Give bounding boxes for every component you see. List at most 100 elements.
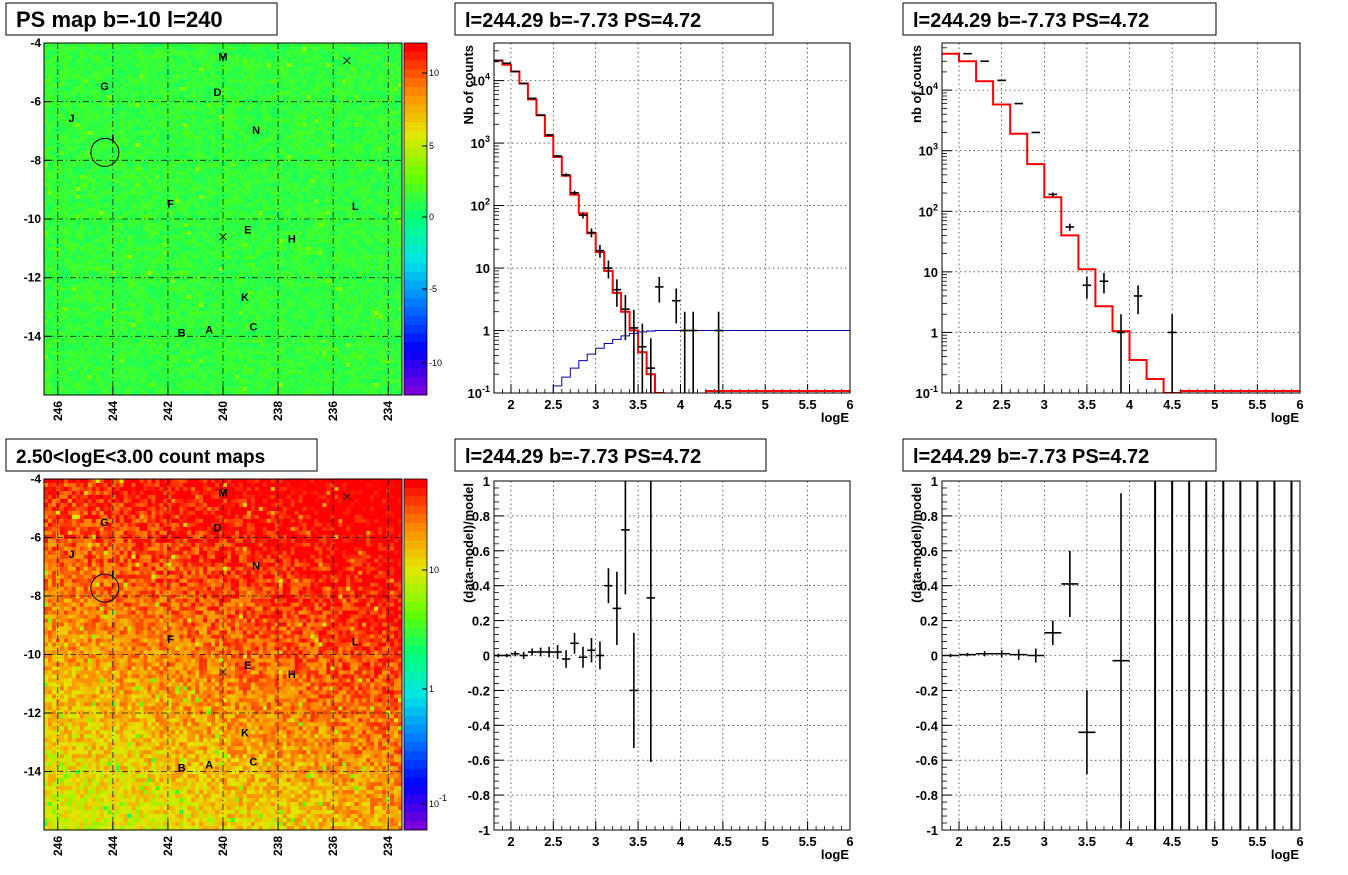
chart-title: PS map b=-10 l=240: [16, 7, 223, 32]
plot-frame: [493, 42, 851, 394]
y-tick-label: 1: [931, 325, 938, 340]
x-tick-label: 3: [1041, 397, 1048, 412]
y-tick-label: -1: [478, 823, 490, 838]
colorbar-tick-label: 0: [429, 212, 434, 222]
source-label: M: [218, 488, 227, 500]
title-box: [902, 2, 1217, 36]
map_top-panel: 246 244 242 240 238 236 234 -4 -6 -8 -10 -12 -14 M G D J…: [5, 2, 442, 421]
y-tick-label: -10: [24, 212, 42, 226]
colorbar-tick-label: 1: [429, 684, 434, 694]
chart-title: 2.50<logE<3.00 count maps: [16, 447, 265, 468]
x-tick-label: 6: [846, 397, 853, 412]
source-label: H: [288, 669, 296, 681]
colorbar-tick-label: 10: [429, 565, 439, 575]
x-tick-label: 3.5: [1078, 834, 1096, 849]
efficiency-curve: [544, 330, 850, 393]
ps-circle-marker: [90, 137, 120, 167]
x-tick-label: 2.5: [544, 397, 562, 412]
x-tick-label: 3.5: [629, 834, 647, 849]
x-tick-label: 244: [106, 401, 120, 421]
x-axis-label: logE: [821, 847, 849, 862]
data-point: [604, 568, 613, 604]
spec_left-panel: 2 2.5 3 3.5 4 4.5 5 5.5 6 10-1 1 10 102 103 104 logE Nb …: [454, 2, 854, 425]
source-cross-marker: [219, 668, 227, 676]
x-tick-label: 238: [271, 836, 285, 856]
data-point: [595, 244, 605, 258]
colorbar-tick-label: 10: [429, 68, 439, 78]
title-box: [5, 438, 318, 472]
data-point: [942, 653, 960, 658]
data-point: [1065, 223, 1075, 231]
y-tick-label: -10: [24, 648, 42, 662]
x-tick-label: 3: [1041, 834, 1048, 849]
y-tick-label: 0.6: [472, 544, 490, 559]
source-label: D: [214, 523, 222, 535]
y-tick-label: -12: [24, 706, 42, 720]
source-label: C: [249, 321, 257, 333]
data-point: [714, 311, 723, 393]
chart-title: l=244.29 b=-7.73 PS=4.72: [913, 446, 1149, 468]
x-tick-label: 6: [846, 834, 853, 849]
x-tick-label: 234: [381, 401, 395, 421]
x-tick-label: 2: [955, 834, 962, 849]
source-label: G: [100, 81, 109, 93]
source-label: G: [100, 517, 109, 529]
plot-frame: [493, 480, 851, 831]
x-tick-label: 3: [592, 397, 599, 412]
chart-title: l=244.29 b=-7.73 PS=4.72: [913, 10, 1149, 32]
data-point: [612, 279, 622, 307]
model-curve: [942, 52, 1300, 393]
y-tick-label: -12: [24, 271, 42, 285]
y-tick-label: 1: [931, 474, 938, 489]
data-point: [646, 481, 656, 762]
y-tick-label: 104: [471, 72, 490, 89]
data-point: [680, 311, 689, 393]
x-tick-label: 5: [762, 834, 769, 849]
colorbar: 10 5 0 -5 -10: [403, 42, 442, 396]
y-tick-label: -14: [24, 765, 42, 779]
x-tick-label: 6: [1296, 834, 1303, 849]
data-point: [536, 647, 545, 657]
y-tick-label: 10-1: [468, 384, 490, 401]
data-point: [1167, 314, 1177, 393]
plot-marks: [942, 481, 1293, 830]
data-point: [502, 653, 511, 658]
source-label: I: [111, 569, 114, 581]
title-box: [454, 438, 767, 472]
x-tick-label: 246: [51, 401, 65, 421]
y-tick-label: -0.4: [468, 718, 491, 733]
x-tick-label: 240: [216, 836, 230, 856]
x-axis-label: logE: [1271, 410, 1299, 425]
x-tick-label: 4.5: [714, 397, 732, 412]
data-point: [688, 311, 698, 393]
x-axis-label: logE: [1271, 847, 1299, 862]
colorbar-frame: [403, 42, 428, 396]
x-tick-label: 240: [216, 401, 230, 421]
heatmap-cells: [44, 479, 403, 831]
data-point: [638, 323, 647, 393]
y-axis-label: Nb of counts: [461, 45, 476, 124]
y-tick-label: 0.6: [920, 544, 938, 559]
x-tick-label: 2.5: [993, 834, 1011, 849]
data-point: [959, 652, 977, 657]
y-tick-label: 103: [471, 134, 490, 151]
x-tick-label: 2.5: [993, 397, 1011, 412]
y-tick-label: 1: [483, 324, 490, 339]
source-label: J: [68, 549, 74, 561]
data-point: [544, 134, 554, 136]
data-point: [646, 338, 656, 393]
x-axis-label: logE: [821, 410, 849, 425]
data-point: [1078, 690, 1096, 775]
y-tick-label: 0.8: [472, 509, 490, 524]
data-point: [544, 646, 554, 658]
source-label: F: [167, 198, 174, 210]
y-tick-label: -14: [24, 329, 42, 343]
source-label: K: [241, 727, 249, 739]
model-curve: [494, 59, 850, 393]
colorbar: 10 1 10-1: [403, 478, 447, 831]
x-tick-label: 2: [507, 397, 514, 412]
y-tick-label: 10: [924, 265, 938, 280]
data-point: [629, 632, 639, 748]
source-label: B: [178, 327, 186, 339]
heatmap-cells: [44, 43, 403, 396]
